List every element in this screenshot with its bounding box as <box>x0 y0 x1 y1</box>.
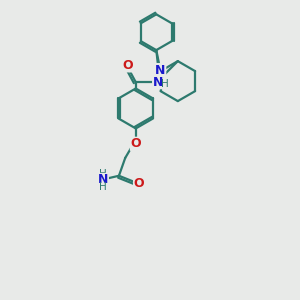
Text: O: O <box>134 177 144 190</box>
Text: O: O <box>130 137 141 150</box>
Text: H: H <box>161 79 169 89</box>
Text: H: H <box>99 169 106 179</box>
Text: N: N <box>153 76 163 89</box>
Text: N: N <box>155 64 166 76</box>
Text: O: O <box>122 59 133 72</box>
Text: N: N <box>98 173 108 187</box>
Text: H: H <box>99 182 106 192</box>
